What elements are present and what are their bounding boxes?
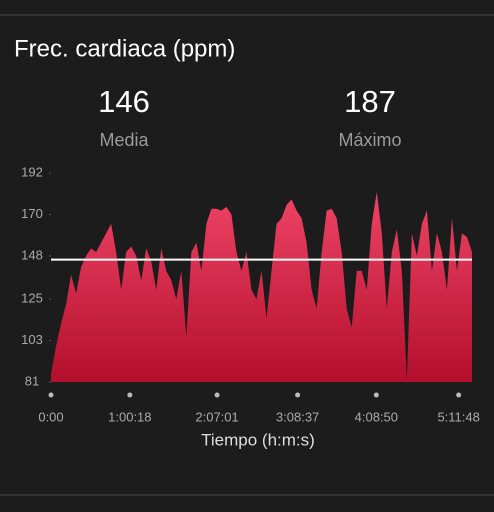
area bbox=[51, 191, 472, 382]
x-tick-label: 3:08:37 bbox=[276, 409, 319, 424]
y-tick-label: 81 bbox=[25, 373, 39, 388]
x-tick-dot bbox=[456, 392, 462, 398]
card-title: Frec. cardiaca (ppm) bbox=[14, 35, 235, 62]
x-tick-label: 4:08:50 bbox=[355, 409, 398, 424]
y-tick-label: 125 bbox=[21, 291, 43, 306]
y-tick-label: 192 bbox=[21, 164, 43, 179]
x-tick-dot bbox=[295, 392, 301, 398]
x-tick-dot bbox=[48, 392, 54, 398]
stat-value: 187 bbox=[344, 84, 396, 119]
x-tick-dot bbox=[214, 392, 220, 398]
y-tick-label: 103 bbox=[21, 332, 43, 347]
x-tick-label: 1:00:18 bbox=[108, 409, 151, 424]
x-tick-dot bbox=[127, 392, 133, 398]
x-axis-title: Tiempo (h:m:s) bbox=[201, 430, 315, 449]
x-tick-label: 0:00 bbox=[38, 409, 63, 424]
y-tick-label: 170 bbox=[21, 206, 43, 221]
y-tick-label: 148 bbox=[21, 247, 43, 262]
x-tick-label: 5:11:48 bbox=[437, 409, 479, 424]
x-tick-dot bbox=[373, 392, 379, 398]
x-tick-label: 2:07:01 bbox=[195, 409, 238, 424]
stat-label: Máximo bbox=[338, 130, 401, 150]
stat-label: Media bbox=[99, 130, 149, 150]
stat-value: 146 bbox=[98, 84, 150, 119]
